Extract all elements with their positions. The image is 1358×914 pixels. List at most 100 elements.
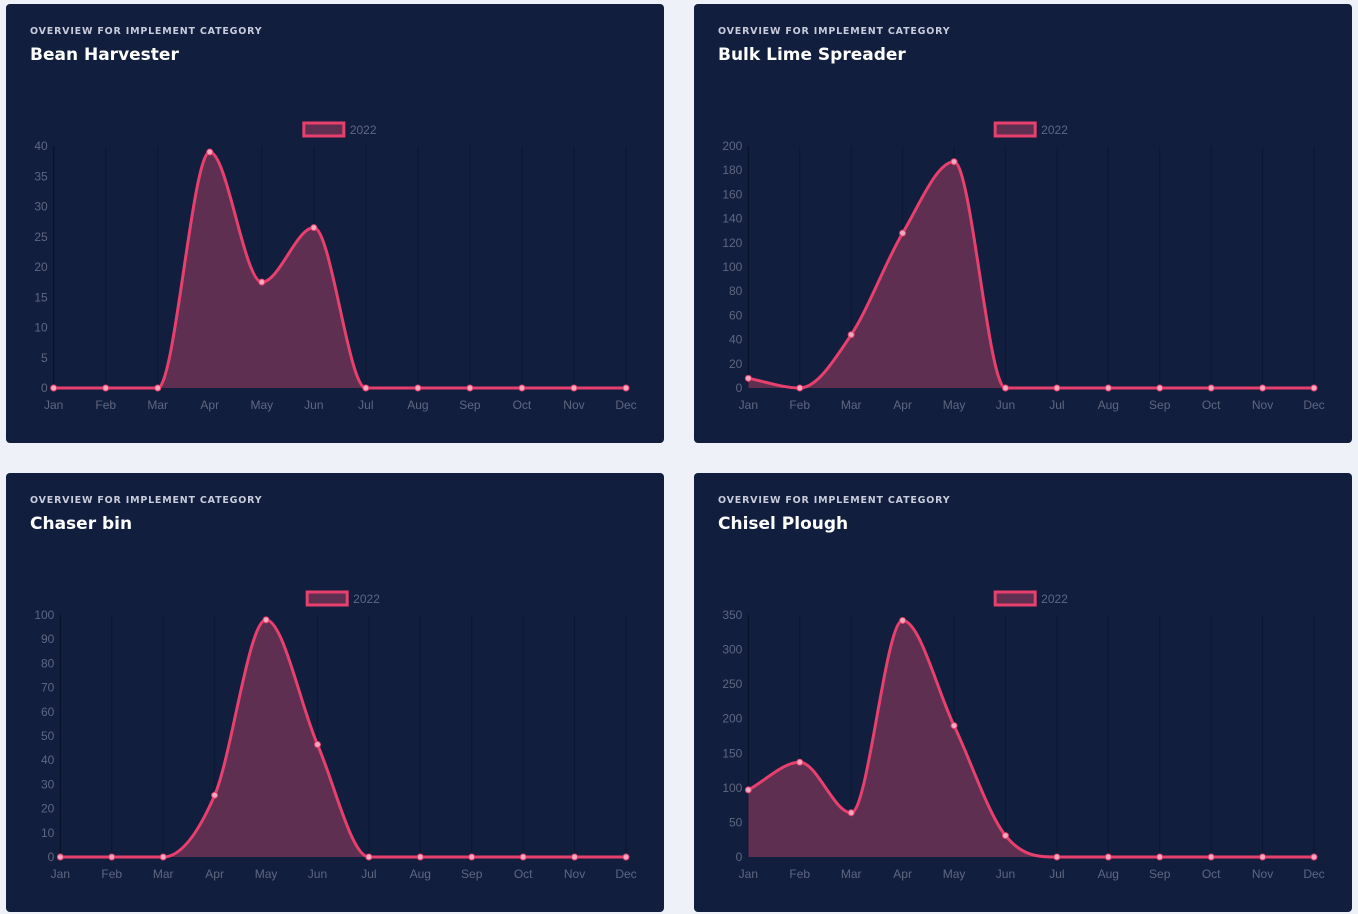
x-tick-label: Mar — [147, 398, 168, 412]
data-point[interactable] — [1001, 384, 1009, 392]
x-tick-label: Aug — [410, 867, 431, 881]
data-point[interactable] — [466, 384, 474, 392]
y-tick-label: 350 — [722, 608, 742, 622]
data-point[interactable] — [262, 616, 270, 624]
x-tick-label: Jun — [996, 398, 1015, 412]
data-point[interactable] — [1259, 384, 1267, 392]
data-point[interactable] — [108, 853, 116, 861]
data-point[interactable] — [899, 617, 907, 625]
data-point[interactable] — [622, 384, 630, 392]
x-tick-label: May — [255, 867, 278, 881]
series-area — [748, 620, 1314, 857]
data-point[interactable] — [847, 809, 855, 817]
x-tick-label: May — [250, 398, 273, 412]
x-tick-label: Oct — [513, 398, 532, 412]
x-tick-label: Sep — [459, 398, 481, 412]
data-point[interactable] — [310, 224, 318, 232]
data-point[interactable] — [1207, 853, 1215, 861]
y-tick-label: 50 — [41, 729, 55, 743]
y-tick-label: 40 — [41, 753, 55, 767]
data-point[interactable] — [362, 384, 370, 392]
data-point[interactable] — [622, 853, 630, 861]
card-title: Bean Harvester — [30, 45, 179, 65]
legend-label: 2022 — [353, 592, 380, 606]
y-tick-label: 25 — [34, 230, 48, 244]
data-point[interactable] — [414, 384, 422, 392]
data-point[interactable] — [571, 853, 579, 861]
y-tick-label: 5 — [41, 351, 48, 365]
data-point[interactable] — [365, 853, 373, 861]
data-point[interactable] — [1156, 384, 1164, 392]
x-tick-label: Apr — [893, 398, 912, 412]
legend-label: 2022 — [350, 123, 377, 137]
y-tick-label: 30 — [41, 777, 55, 791]
chart-card-chisel-plough: OVERVIEW FOR IMPLEMENT CATEGORY Chisel P… — [694, 473, 1352, 912]
data-point[interactable] — [102, 384, 110, 392]
x-tick-label: Jun — [304, 398, 323, 412]
data-point[interactable] — [206, 148, 214, 156]
y-tick-label: 20 — [41, 802, 55, 816]
data-point[interactable] — [1104, 384, 1112, 392]
data-point[interactable] — [159, 853, 167, 861]
data-point[interactable] — [50, 384, 58, 392]
data-point[interactable] — [518, 384, 526, 392]
legend-label: 2022 — [1041, 123, 1068, 137]
data-point[interactable] — [744, 374, 752, 382]
x-tick-label: Sep — [1149, 398, 1171, 412]
data-point[interactable] — [519, 853, 527, 861]
legend[interactable]: 2022 — [993, 590, 1068, 607]
x-tick-label: Aug — [1098, 867, 1119, 881]
data-point[interactable] — [313, 740, 321, 748]
data-point[interactable] — [416, 853, 424, 861]
data-point[interactable] — [1259, 853, 1267, 861]
legend[interactable]: 2022 — [302, 121, 377, 138]
x-tick-label: Aug — [1098, 398, 1119, 412]
x-tick-label: Mar — [841, 398, 862, 412]
data-point[interactable] — [1310, 853, 1318, 861]
x-tick-label: May — [943, 398, 966, 412]
data-point[interactable] — [468, 853, 476, 861]
data-point[interactable] — [211, 791, 219, 799]
data-point[interactable] — [1207, 384, 1215, 392]
y-tick-label: 60 — [729, 308, 743, 322]
card-eyebrow: OVERVIEW FOR IMPLEMENT CATEGORY — [30, 495, 263, 506]
data-point[interactable] — [950, 158, 958, 166]
card-eyebrow: OVERVIEW FOR IMPLEMENT CATEGORY — [30, 26, 263, 37]
card-title: Chisel Plough — [718, 514, 849, 534]
legend-swatch — [305, 590, 349, 607]
data-point[interactable] — [899, 229, 907, 237]
legend[interactable]: 2022 — [305, 590, 380, 607]
legend[interactable]: 2022 — [993, 121, 1068, 138]
x-tick-label: Oct — [514, 867, 533, 881]
data-point[interactable] — [796, 758, 804, 766]
data-point[interactable] — [1053, 853, 1061, 861]
legend-swatch — [302, 121, 346, 138]
data-point[interactable] — [796, 384, 804, 392]
data-point[interactable] — [154, 384, 162, 392]
data-point[interactable] — [1310, 384, 1318, 392]
data-point[interactable] — [570, 384, 578, 392]
x-tick-label: Feb — [789, 867, 810, 881]
y-tick-label: 70 — [41, 681, 55, 695]
data-point[interactable] — [744, 786, 752, 794]
legend-swatch — [993, 590, 1037, 607]
series-area — [748, 161, 1314, 388]
data-point[interactable] — [258, 278, 266, 286]
y-tick-label: 300 — [722, 643, 742, 657]
chart-card-bean-harvester: OVERVIEW FOR IMPLEMENT CATEGORY Bean Har… — [6, 4, 664, 443]
data-point[interactable] — [56, 853, 64, 861]
x-tick-label: Jul — [358, 398, 373, 412]
data-point[interactable] — [847, 331, 855, 339]
data-point[interactable] — [1001, 832, 1009, 840]
x-tick-label: Dec — [1303, 867, 1324, 881]
x-tick-label: Nov — [1252, 867, 1273, 881]
data-point[interactable] — [1104, 853, 1112, 861]
y-tick-label: 0 — [48, 850, 55, 864]
x-tick-label: Sep — [1149, 867, 1171, 881]
data-point[interactable] — [1053, 384, 1061, 392]
data-point[interactable] — [1156, 853, 1164, 861]
y-tick-label: 80 — [41, 656, 55, 670]
data-point[interactable] — [950, 722, 958, 730]
y-tick-label: 20 — [729, 357, 743, 371]
x-tick-label: Nov — [1252, 398, 1273, 412]
